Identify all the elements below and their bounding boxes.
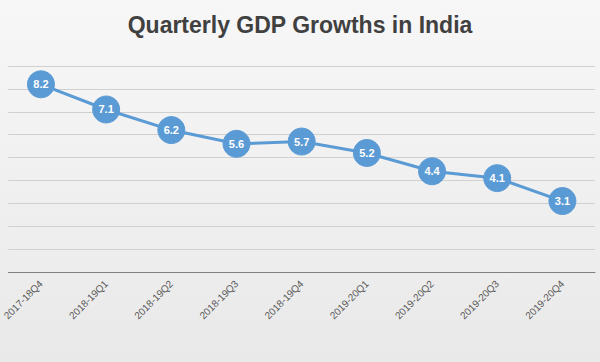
svg-text:Quarterly GDP Growths in India: Quarterly GDP Growths in India	[128, 12, 473, 38]
svg-text:4.4: 4.4	[424, 165, 440, 177]
svg-text:3.1: 3.1	[555, 195, 570, 207]
svg-text:2017-18Q4: 2017-18Q4	[2, 278, 45, 321]
svg-text:2018-19Q4: 2018-19Q4	[262, 278, 305, 321]
svg-text:2018-19Q3: 2018-19Q3	[197, 278, 240, 321]
svg-text:2019-20Q1: 2019-20Q1	[328, 278, 371, 321]
svg-text:7.1: 7.1	[98, 103, 113, 115]
svg-text:2019-20Q4: 2019-20Q4	[523, 278, 566, 321]
svg-text:4.1: 4.1	[490, 172, 505, 184]
svg-text:5.6: 5.6	[229, 138, 244, 150]
svg-text:6.2: 6.2	[164, 124, 179, 136]
svg-text:2019-20Q3: 2019-20Q3	[458, 278, 501, 321]
svg-text:2018-19Q2: 2018-19Q2	[132, 278, 175, 321]
svg-text:5.2: 5.2	[359, 147, 374, 159]
svg-text:5.7: 5.7	[294, 136, 309, 148]
svg-text:2019-20Q2: 2019-20Q2	[393, 278, 436, 321]
svg-text:2018-19Q1: 2018-19Q1	[67, 278, 110, 321]
svg-text:8.2: 8.2	[33, 78, 48, 90]
